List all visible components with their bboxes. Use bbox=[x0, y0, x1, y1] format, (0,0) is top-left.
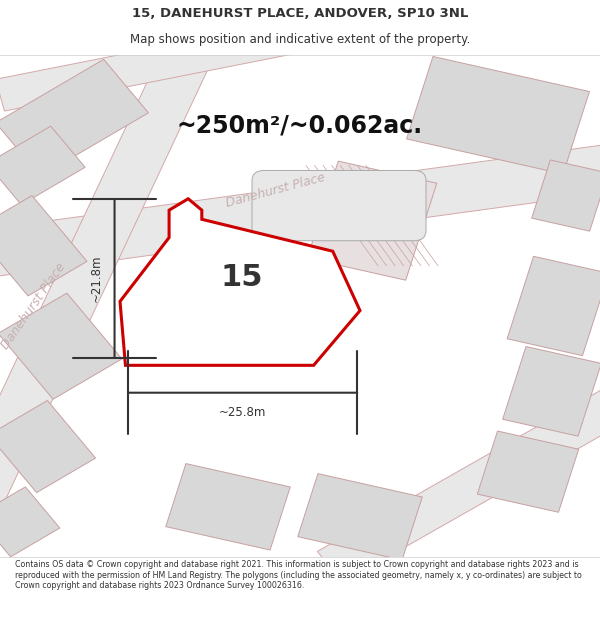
Text: Danehurst Place: Danehurst Place bbox=[225, 171, 327, 210]
Polygon shape bbox=[120, 199, 360, 366]
Polygon shape bbox=[0, 37, 216, 524]
Polygon shape bbox=[0, 196, 87, 296]
Polygon shape bbox=[407, 56, 589, 174]
Text: Danehurst Place: Danehurst Place bbox=[0, 261, 68, 352]
Polygon shape bbox=[307, 161, 437, 280]
Polygon shape bbox=[0, 293, 122, 399]
Polygon shape bbox=[532, 160, 600, 231]
Polygon shape bbox=[478, 431, 578, 512]
Text: Map shows position and indicative extent of the property.: Map shows position and indicative extent… bbox=[130, 33, 470, 46]
Polygon shape bbox=[317, 381, 600, 582]
Polygon shape bbox=[507, 256, 600, 356]
Polygon shape bbox=[166, 464, 290, 550]
Polygon shape bbox=[0, 14, 334, 111]
Polygon shape bbox=[0, 59, 148, 176]
Text: ~25.8m: ~25.8m bbox=[219, 406, 266, 419]
Text: ~21.8m: ~21.8m bbox=[90, 255, 103, 302]
FancyBboxPatch shape bbox=[252, 171, 426, 241]
Polygon shape bbox=[503, 346, 600, 436]
Polygon shape bbox=[0, 487, 60, 557]
Polygon shape bbox=[0, 401, 95, 492]
Polygon shape bbox=[0, 126, 85, 205]
Text: 15: 15 bbox=[221, 262, 263, 291]
Polygon shape bbox=[298, 474, 422, 560]
Text: Contains OS data © Crown copyright and database right 2021. This information is : Contains OS data © Crown copyright and d… bbox=[15, 561, 582, 590]
Polygon shape bbox=[0, 142, 600, 279]
Text: 15, DANEHURST PLACE, ANDOVER, SP10 3NL: 15, DANEHURST PLACE, ANDOVER, SP10 3NL bbox=[132, 8, 468, 20]
Text: ~250m²/~0.062ac.: ~250m²/~0.062ac. bbox=[177, 113, 423, 138]
